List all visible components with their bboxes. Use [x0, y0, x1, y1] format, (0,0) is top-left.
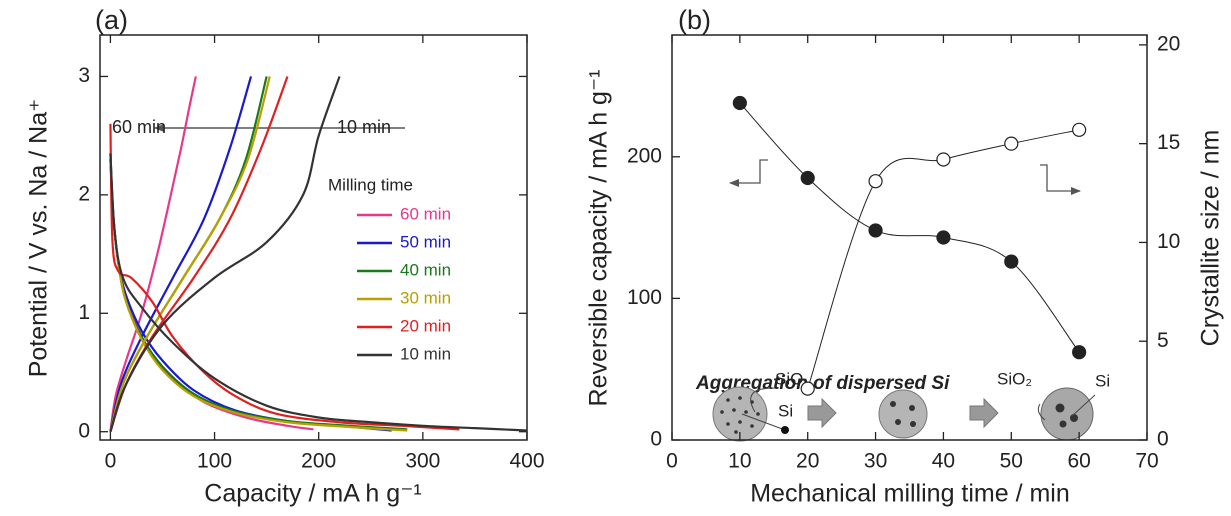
x-axis-label: Capacity / mA h g⁻¹: [204, 480, 421, 508]
y2-tick-label: 5: [1157, 329, 1169, 352]
legend-label: 20 min: [400, 316, 451, 335]
series-line: [109, 76, 253, 432]
y-axis-label: Reversible capacity / mA h g⁻¹: [585, 70, 613, 407]
x-tick-label: 100: [197, 450, 232, 473]
panel-label: (b): [678, 5, 711, 35]
data-point: [1004, 136, 1019, 151]
y-tick-label: 1: [78, 301, 90, 324]
y2-tick-label: 0: [1157, 428, 1169, 451]
data-point: [1072, 122, 1087, 137]
legend-title: Milling time: [328, 175, 413, 194]
plot-frame: [671, 34, 1148, 441]
data-point: [1004, 254, 1019, 269]
x-tick-label: 20: [796, 450, 819, 473]
y-tick-label: 200: [627, 144, 662, 167]
x-tick-label: 60: [1067, 450, 1090, 473]
plot-frame: [99, 34, 528, 441]
x-tick-label: 40: [932, 450, 955, 473]
x-tick-label: 0: [105, 450, 117, 473]
series-line: [109, 153, 408, 431]
series-line: [807, 129, 1080, 389]
series-line: [109, 159, 392, 432]
y2-tick-label: 15: [1157, 131, 1180, 154]
inset-title: Aggregation of dispersed Si: [695, 373, 950, 394]
axis-pointer: [1040, 164, 1081, 195]
data-point: [868, 174, 883, 189]
data-point: [868, 223, 883, 238]
series-line: [109, 76, 341, 433]
data-point: [1072, 345, 1087, 360]
series-line: [109, 76, 271, 432]
annotation: 60 min: [112, 117, 166, 137]
y-tick-label: 0: [650, 428, 662, 451]
series-line: [109, 76, 197, 432]
axis-pointer: [729, 159, 768, 187]
x-tick-label: 10: [728, 450, 751, 473]
data-point: [800, 170, 815, 186]
legend-label: 40 min: [400, 260, 451, 279]
x-axis-label: Mechanical milling time / min: [750, 480, 1070, 508]
y-axis-label: Potential / V vs. Na / Na⁺: [25, 99, 53, 378]
data-point: [732, 95, 747, 111]
y2-tick-label: 20: [1157, 32, 1180, 55]
x-tick-label: 300: [405, 450, 440, 473]
legend-label: 10 min: [400, 344, 451, 363]
annotation: 10 min: [337, 117, 391, 137]
y-tick-label: 0: [78, 419, 90, 442]
inset-label: Si: [1095, 371, 1110, 390]
series-line: [109, 153, 528, 432]
legend-label: 50 min: [400, 232, 451, 251]
inset-label: Si: [778, 401, 793, 420]
series-line: [109, 159, 408, 432]
x-tick-label: 70: [1135, 450, 1158, 473]
y-tick-label: 3: [78, 64, 90, 87]
y-tick-label: 2: [78, 182, 90, 205]
x-tick-label: 30: [864, 450, 887, 473]
y2-tick-label: 10: [1157, 230, 1180, 253]
data-point: [936, 152, 951, 167]
y2-axis-label: Crystallite size / nm: [1197, 130, 1225, 347]
series-line: [109, 123, 460, 431]
x-tick-label: 50: [1000, 450, 1023, 473]
inset-diagram: [712, 386, 1096, 442]
x-tick-label: 200: [301, 450, 336, 473]
y-tick-label: 100: [627, 286, 662, 309]
data-point: [936, 230, 951, 245]
legend-label: 60 min: [400, 204, 451, 223]
x-tick-label: 0: [666, 450, 678, 473]
x-tick-label: 400: [509, 450, 544, 473]
panel-label: (a): [95, 5, 128, 35]
inset-label: SiO: [775, 369, 803, 388]
inset-label: SiO₂: [997, 369, 1032, 388]
series-line: [739, 102, 1080, 353]
legend-label: 30 min: [400, 288, 451, 307]
data-point: [800, 381, 815, 396]
